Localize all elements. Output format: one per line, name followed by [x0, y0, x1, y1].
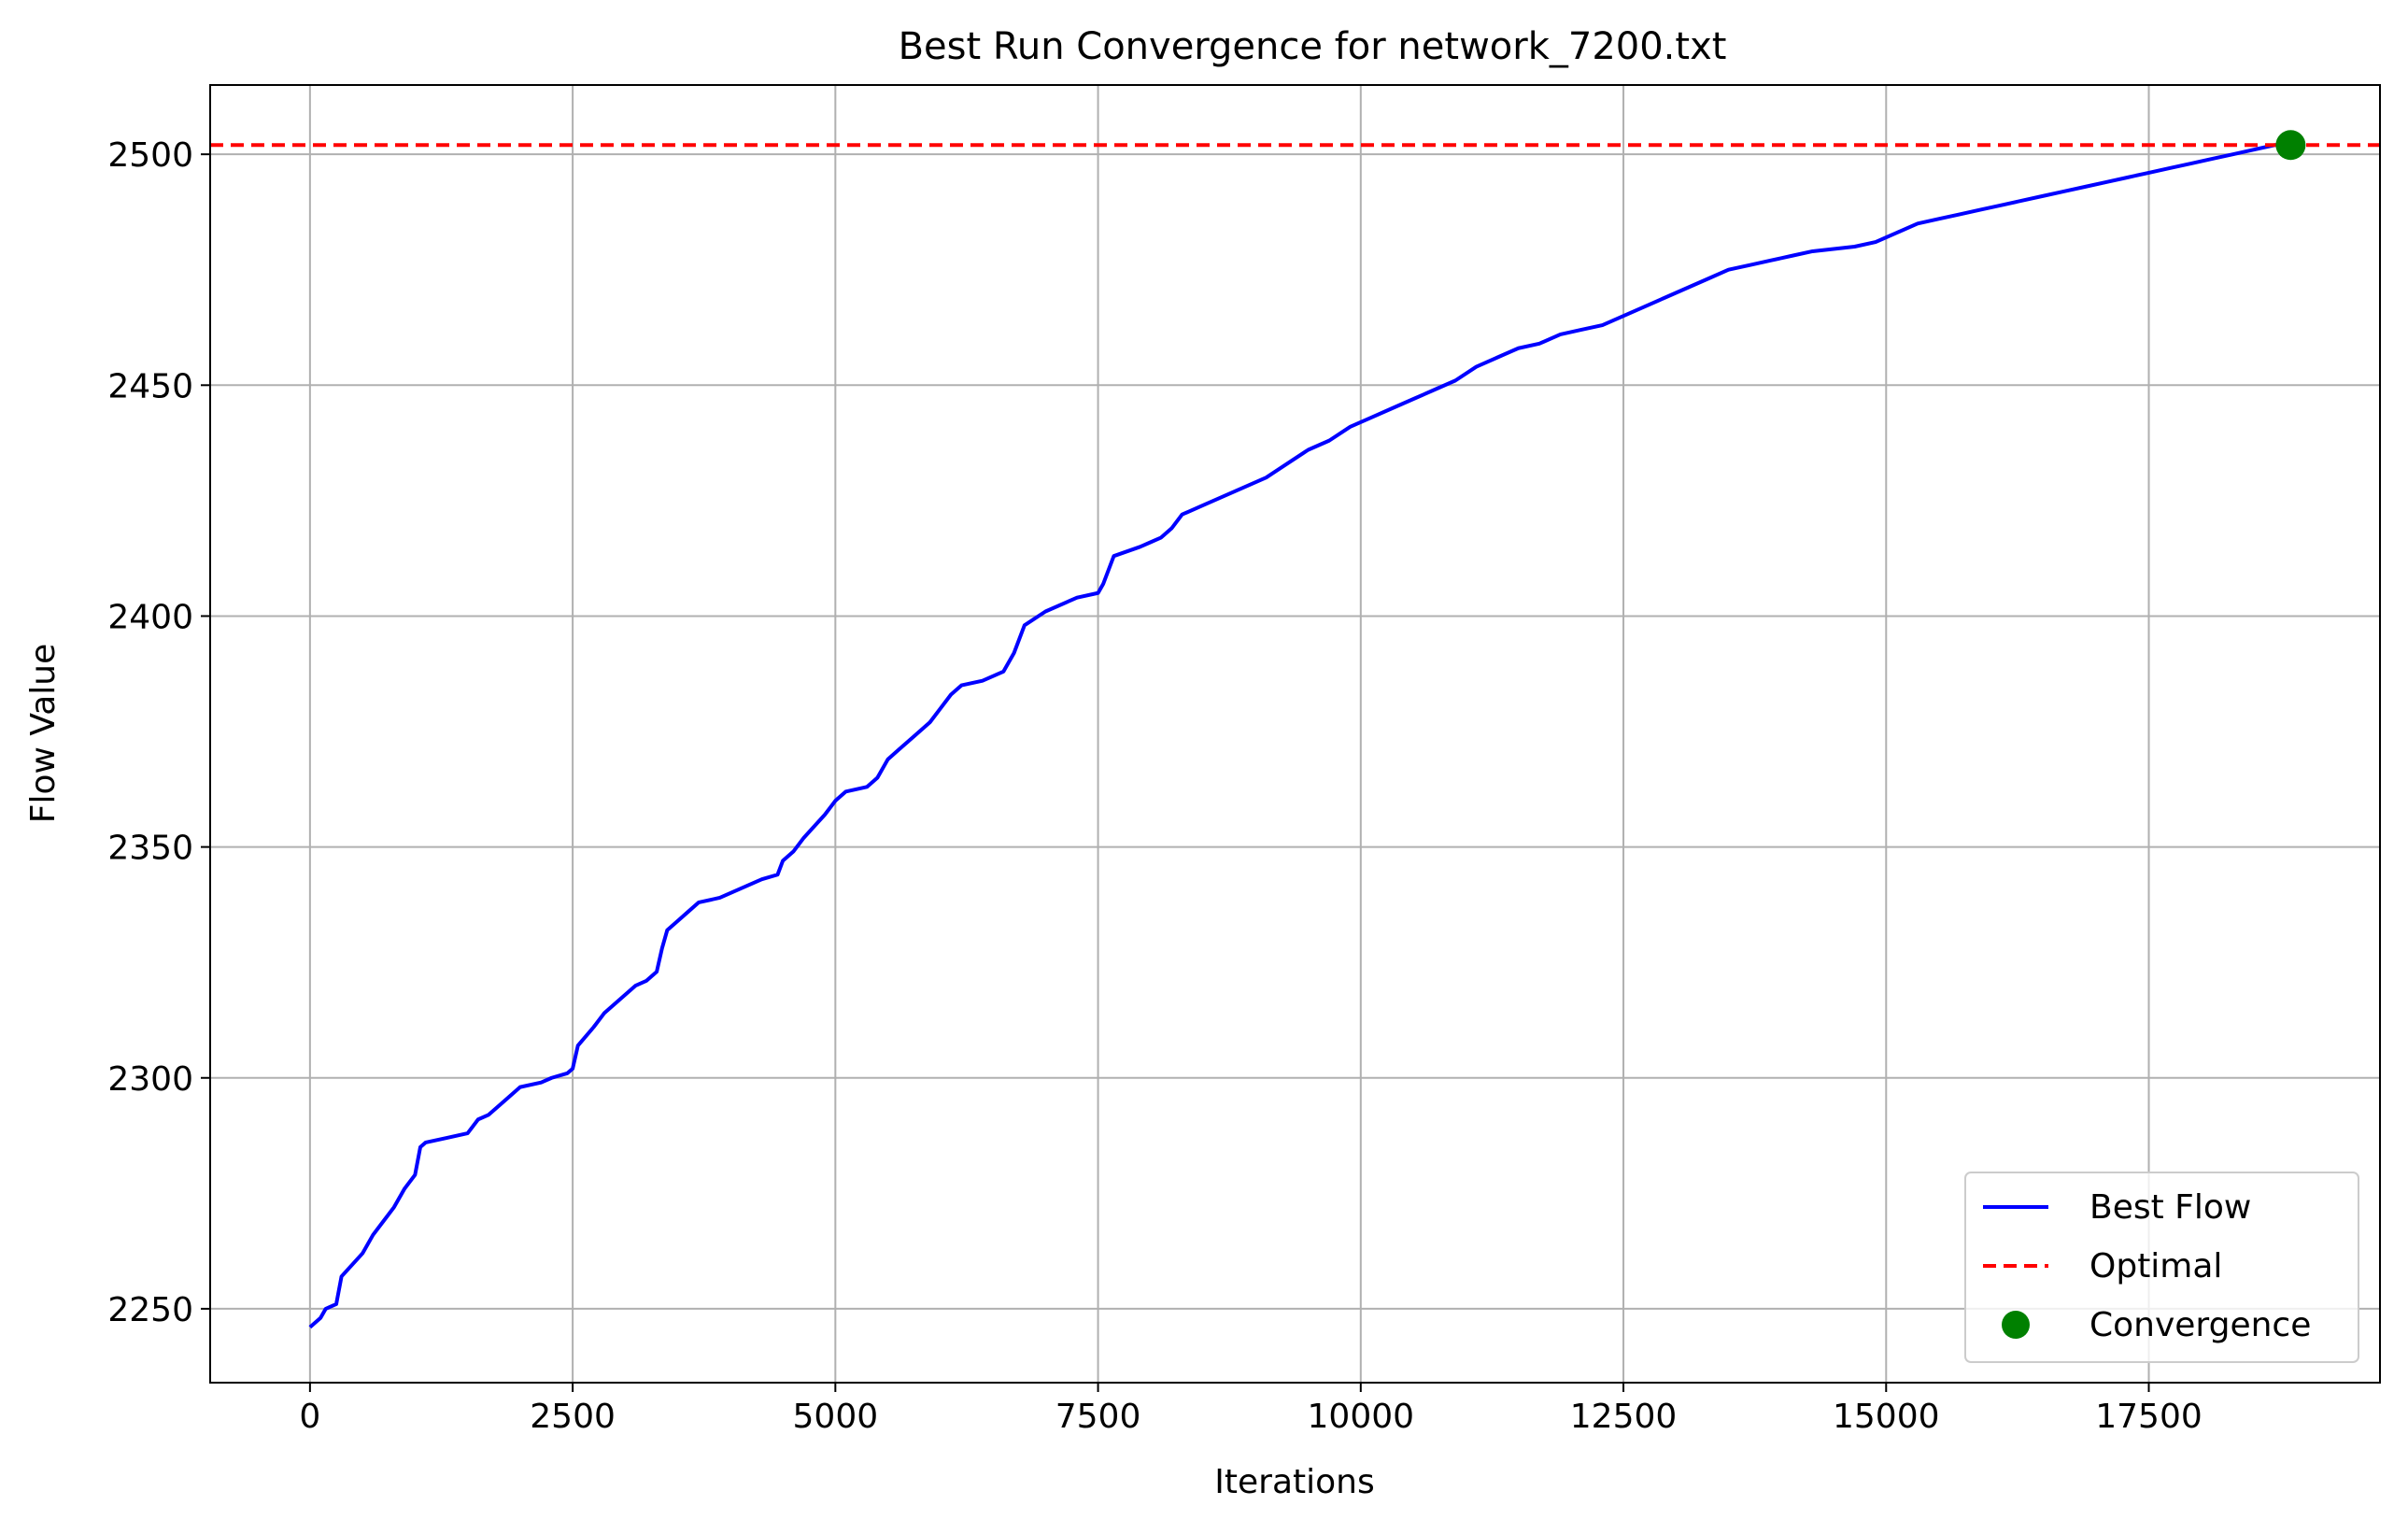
legend-box [1964, 1172, 2359, 1363]
x-tick-label: 15000 [1833, 1398, 1940, 1436]
y-tick-label: 2250 [107, 1291, 193, 1329]
x-tick-label: 10000 [1308, 1398, 1415, 1436]
x-tick-label: 5000 [793, 1398, 879, 1436]
chart-title: Best Run Convergence for network_7200.tx… [899, 25, 1727, 68]
x-tick-label: 0 [299, 1398, 320, 1436]
best-flow-line [308, 143, 2291, 1329]
y-axis-label: Flow Value [24, 644, 63, 823]
x-tick-label: 17500 [2095, 1398, 2203, 1436]
plot-series [210, 130, 2380, 1329]
plot-frame [209, 84, 2381, 1384]
convergence-point [2275, 130, 2306, 161]
legend-convergence-label: Convergence [2089, 1306, 2311, 1344]
axis-ticks: 0 2500 5000 7500 10000 12500 15000 17500 2250 230… [107, 136, 2202, 1436]
y-tick-label: 2400 [107, 598, 193, 636]
y-tick-label: 2350 [107, 830, 193, 868]
grid-lines [210, 85, 2380, 1383]
legend-best-flow-label: Best Flow [2089, 1188, 2251, 1227]
x-tick-label: 2500 [530, 1398, 616, 1436]
x-tick-label: 12500 [1570, 1398, 1678, 1436]
y-tick-label: 2450 [107, 367, 193, 405]
x-axis-label: Iterations [1214, 1463, 1374, 1501]
x-tick-label: 7500 [1055, 1398, 1141, 1436]
legend-convergence-swatch [2002, 1311, 2030, 1339]
y-tick-label: 2500 [107, 136, 193, 175]
legend: Best Flow Optimal Convergence [1964, 1172, 2359, 1363]
y-tick-label: 2300 [107, 1060, 193, 1099]
legend-optimal-label: Optimal [2089, 1247, 2222, 1285]
